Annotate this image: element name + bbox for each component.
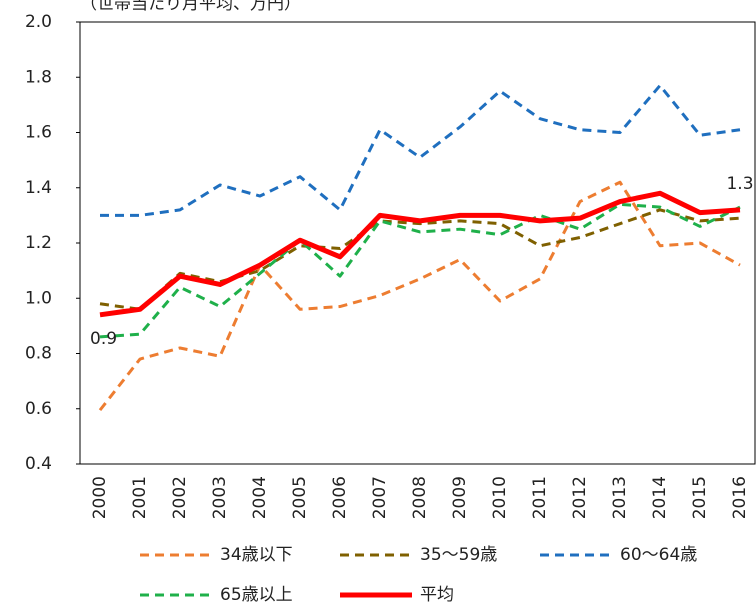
y-tick-label: 1.2 — [25, 233, 52, 253]
x-tick-label: 2006 — [330, 476, 350, 519]
legend-label: 34歳以下 — [220, 545, 293, 565]
x-tick-label: 2010 — [490, 476, 510, 519]
y-tick-label: 0.8 — [25, 344, 52, 364]
x-tick-label: 2009 — [450, 476, 470, 519]
y-tick-label: 0.6 — [25, 399, 52, 419]
y-tick-label: 1.0 — [25, 288, 52, 308]
series-line — [99, 202, 741, 339]
series-line — [100, 84, 741, 217]
x-tick-label: 2007 — [370, 476, 390, 519]
legend-label: 60～64歳 — [620, 545, 697, 565]
x-tick-label: 2014 — [650, 476, 670, 519]
x-tick-label: 2008 — [410, 476, 430, 519]
series-line — [99, 190, 741, 318]
chart-title: （世帯当たり月平均、万円） — [80, 0, 301, 14]
plot-frame — [79, 21, 756, 465]
x-tick-label: 2002 — [170, 476, 190, 519]
y-tick-label: 0.4 — [25, 454, 52, 474]
data-label: 0.9 — [90, 329, 117, 349]
x-tick-label: 2012 — [570, 476, 590, 519]
x-tick-label: 2000 — [90, 476, 110, 519]
x-tick-label: 2004 — [250, 476, 270, 519]
y-tick-label: 1.4 — [25, 178, 52, 198]
x-tick-label: 2016 — [730, 476, 750, 519]
x-tick-label: 2015 — [690, 476, 710, 519]
legend-label: 65歳以上 — [220, 585, 293, 605]
y-tick-label: 1.6 — [25, 123, 52, 143]
series-line — [99, 208, 741, 311]
x-tick-label: 2003 — [210, 476, 230, 519]
x-tick-label: 2005 — [290, 476, 310, 519]
y-tick-label: 1.8 — [25, 67, 52, 87]
series-line — [98, 180, 741, 412]
x-tick-label: 2013 — [610, 476, 630, 519]
legend-label: 平均 — [420, 585, 454, 605]
x-tick-label: 2011 — [530, 476, 550, 519]
x-tick-label: 2001 — [130, 476, 150, 519]
data-label: 1.3 — [726, 174, 753, 194]
legend-label: 35～59歳 — [420, 545, 497, 565]
y-tick-label: 2.0 — [25, 12, 52, 32]
